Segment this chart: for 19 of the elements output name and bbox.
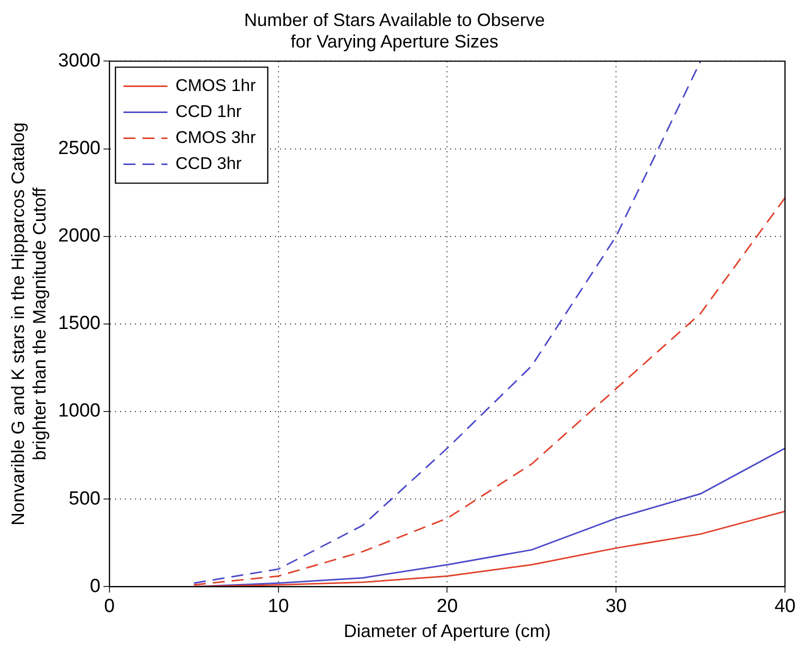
legend-label: CMOS 1hr [175, 76, 256, 95]
y-tick-label: 1500 [58, 313, 100, 334]
y-axis-title: Nonvarible G and K stars in the Hipparcos Catalog brighter than the Magnitude Cutoff [8, 122, 50, 526]
y-tick-label: 2500 [58, 138, 100, 159]
x-tick-label: 40 [774, 596, 796, 618]
y-tick-label: 2000 [58, 226, 100, 247]
y-tick-label: 3000 [58, 50, 100, 72]
x-tick-label: 0 [104, 596, 115, 618]
chart-title: Number of Stars Available to Observe for Varying Aperture Sizes [244, 10, 545, 52]
legend-label: CCD 1hr [175, 102, 242, 121]
x-tick-label: 30 [606, 596, 627, 618]
legend-label: CMOS 3hr [175, 128, 256, 147]
x-tick-label: 20 [436, 596, 458, 618]
y-tick-label: 500 [68, 488, 100, 510]
x-axis-title: Diameter of Aperture (cm) [344, 621, 551, 642]
y-tick-label: 1000 [58, 400, 100, 422]
y-tick-label: 0 [90, 576, 100, 597]
x-tick-label: 10 [268, 596, 289, 618]
legend-label: CCD 3hr [175, 154, 242, 173]
